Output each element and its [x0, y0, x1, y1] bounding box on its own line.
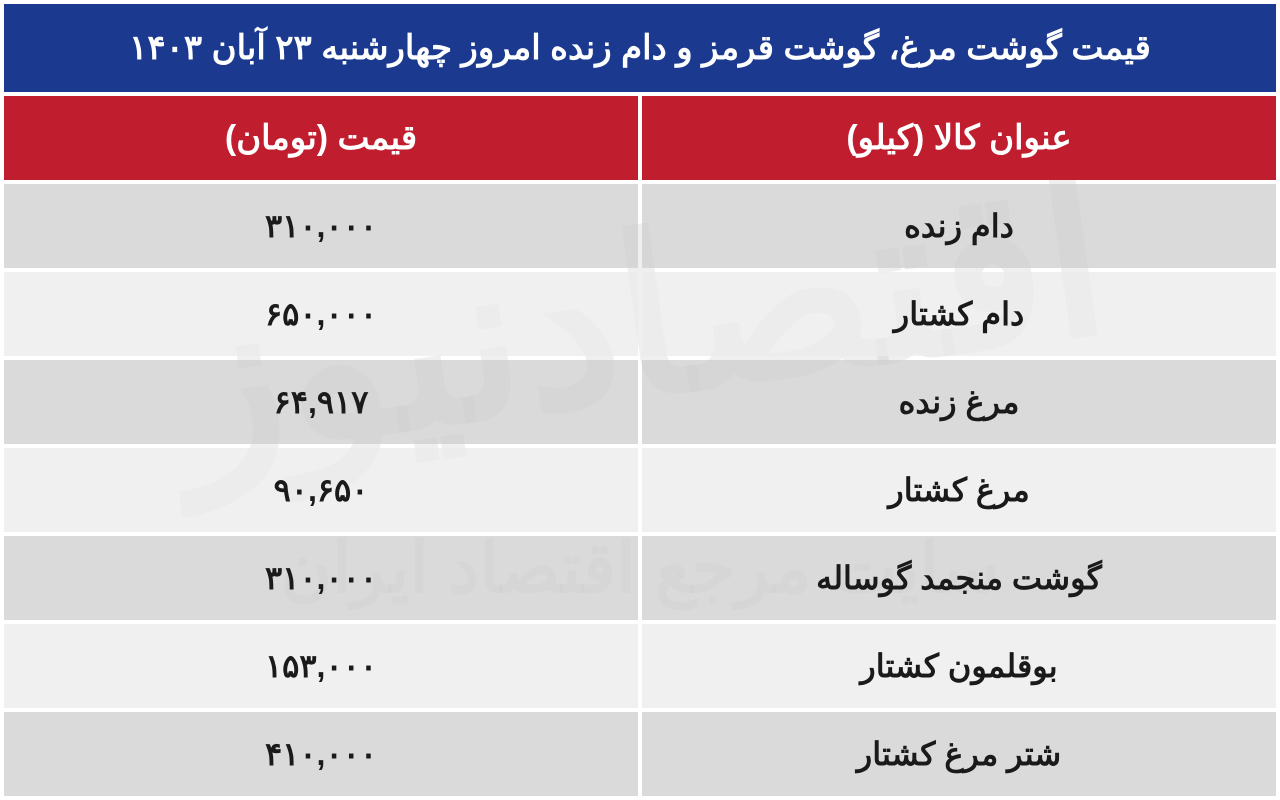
column-header-price: قیمت (تومان) [4, 96, 638, 180]
cell-name: بوقلمون کشتار [642, 624, 1276, 708]
price-table-container: اقتصادنیوز سایت مرجع اقتصاد ایران قیمت گ… [0, 0, 1280, 800]
title-row: قیمت گوشت مرغ، گوشت قرمز و دام زنده امرو… [4, 4, 1276, 92]
table-row: بوقلمون کشتار ۱۵۳,۰۰۰ [4, 624, 1276, 708]
table-row: مرغ زنده ۶۴,۹۱۷ [4, 360, 1276, 444]
cell-name: مرغ زنده [642, 360, 1276, 444]
cell-price: ۹۰,۶۵۰ [4, 448, 638, 532]
cell-name: شتر مرغ کشتار [642, 712, 1276, 796]
column-header-name: عنوان کالا (کیلو) [642, 96, 1276, 180]
cell-price: ۱۵۳,۰۰۰ [4, 624, 638, 708]
cell-name: گوشت منجمد گوساله [642, 536, 1276, 620]
cell-price: ۳۱۰,۰۰۰ [4, 184, 638, 268]
cell-price: ۴۱۰,۰۰۰ [4, 712, 638, 796]
price-table: قیمت گوشت مرغ، گوشت قرمز و دام زنده امرو… [0, 0, 1280, 800]
header-row: عنوان کالا (کیلو) قیمت (تومان) [4, 96, 1276, 180]
table-row: شتر مرغ کشتار ۴۱۰,۰۰۰ [4, 712, 1276, 796]
table-title: قیمت گوشت مرغ، گوشت قرمز و دام زنده امرو… [4, 4, 1276, 92]
table-row: مرغ کشتار ۹۰,۶۵۰ [4, 448, 1276, 532]
table-row: دام زنده ۳۱۰,۰۰۰ [4, 184, 1276, 268]
table-row: دام کشتار ۶۵۰,۰۰۰ [4, 272, 1276, 356]
cell-name: مرغ کشتار [642, 448, 1276, 532]
cell-price: ۶۴,۹۱۷ [4, 360, 638, 444]
cell-price: ۳۱۰,۰۰۰ [4, 536, 638, 620]
table-row: گوشت منجمد گوساله ۳۱۰,۰۰۰ [4, 536, 1276, 620]
cell-price: ۶۵۰,۰۰۰ [4, 272, 638, 356]
cell-name: دام زنده [642, 184, 1276, 268]
cell-name: دام کشتار [642, 272, 1276, 356]
